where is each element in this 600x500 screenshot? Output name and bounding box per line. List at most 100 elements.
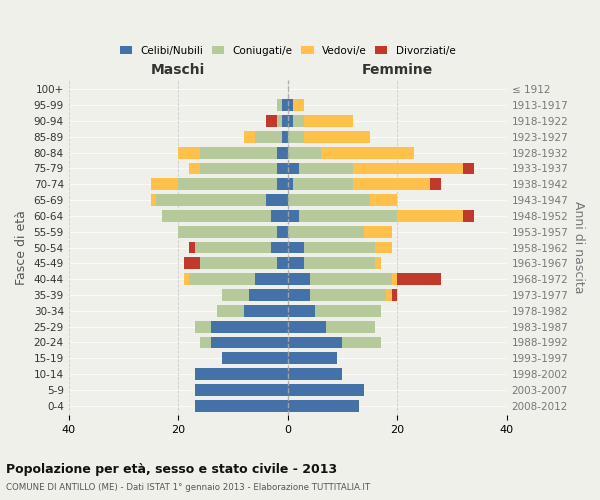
Bar (277, 178, 287, 190)
Bar (320, 146, 413, 158)
Bar (392, 289, 397, 301)
Bar (370, 194, 397, 206)
Bar (304, 242, 376, 254)
Bar (184, 274, 189, 285)
Bar (287, 162, 299, 174)
Bar (178, 146, 200, 158)
Bar (266, 194, 287, 206)
Bar (277, 146, 287, 158)
Bar (386, 289, 392, 301)
Bar (287, 258, 304, 270)
Legend: Celibi/Nubili, Coniugati/e, Vedovi/e, Divorziati/e: Celibi/Nubili, Coniugati/e, Vedovi/e, Di… (116, 42, 460, 60)
Bar (287, 146, 320, 158)
Bar (304, 131, 370, 142)
Text: Popolazione per età, sesso e stato civile - 2013: Popolazione per età, sesso e stato civil… (6, 462, 337, 475)
Bar (299, 210, 397, 222)
Bar (287, 131, 304, 142)
Bar (255, 131, 282, 142)
Bar (287, 305, 315, 317)
Bar (178, 178, 277, 190)
Bar (293, 178, 353, 190)
Bar (244, 131, 255, 142)
Bar (397, 274, 441, 285)
Bar (194, 400, 287, 411)
Bar (376, 242, 392, 254)
Bar (282, 115, 287, 127)
Bar (287, 194, 370, 206)
Bar (392, 274, 397, 285)
Text: COMUNE DI ANTILLO (ME) - Dati ISTAT 1° gennaio 2013 - Elaborazione TUTTITALIA.IT: COMUNE DI ANTILLO (ME) - Dati ISTAT 1° g… (6, 482, 370, 492)
Bar (287, 320, 326, 332)
Bar (397, 210, 463, 222)
Text: Maschi: Maschi (151, 62, 205, 76)
Bar (287, 368, 343, 380)
Bar (244, 305, 287, 317)
Bar (271, 210, 287, 222)
Bar (326, 320, 376, 332)
Bar (364, 226, 392, 237)
Bar (271, 242, 287, 254)
Bar (299, 162, 353, 174)
Bar (222, 289, 250, 301)
Bar (194, 242, 271, 254)
Bar (184, 258, 200, 270)
Bar (162, 210, 271, 222)
Bar (287, 242, 304, 254)
Bar (211, 336, 287, 348)
Bar (200, 336, 211, 348)
Bar (310, 289, 386, 301)
Bar (277, 115, 282, 127)
Bar (189, 162, 200, 174)
Bar (287, 400, 359, 411)
Bar (463, 210, 474, 222)
Bar (293, 115, 304, 127)
Bar (200, 162, 277, 174)
Text: Femmine: Femmine (362, 62, 433, 76)
Bar (222, 352, 287, 364)
Bar (189, 274, 255, 285)
Bar (277, 226, 287, 237)
Bar (315, 305, 381, 317)
Bar (277, 99, 282, 111)
Y-axis label: Anni di nascita: Anni di nascita (572, 202, 585, 294)
Bar (304, 115, 353, 127)
Bar (250, 289, 287, 301)
Bar (376, 258, 381, 270)
Bar (282, 131, 287, 142)
Bar (287, 115, 293, 127)
Bar (287, 226, 364, 237)
Bar (353, 162, 463, 174)
Bar (353, 178, 430, 190)
Bar (343, 336, 381, 348)
Bar (255, 274, 287, 285)
Bar (200, 146, 277, 158)
Bar (463, 162, 474, 174)
Bar (194, 320, 211, 332)
Bar (287, 99, 293, 111)
Bar (287, 178, 293, 190)
Bar (304, 258, 376, 270)
Bar (293, 99, 304, 111)
Bar (217, 305, 244, 317)
Bar (194, 368, 287, 380)
Bar (287, 336, 343, 348)
Bar (287, 352, 337, 364)
Bar (200, 258, 277, 270)
Bar (151, 178, 178, 190)
Bar (277, 258, 287, 270)
Bar (430, 178, 441, 190)
Bar (151, 194, 156, 206)
Bar (287, 210, 299, 222)
Bar (194, 384, 287, 396)
Bar (211, 320, 287, 332)
Bar (266, 115, 277, 127)
Bar (287, 289, 310, 301)
Bar (189, 242, 194, 254)
Bar (156, 194, 266, 206)
Bar (277, 162, 287, 174)
Y-axis label: Fasce di età: Fasce di età (15, 210, 28, 285)
Bar (178, 226, 277, 237)
Bar (287, 384, 364, 396)
Bar (282, 99, 287, 111)
Bar (310, 274, 392, 285)
